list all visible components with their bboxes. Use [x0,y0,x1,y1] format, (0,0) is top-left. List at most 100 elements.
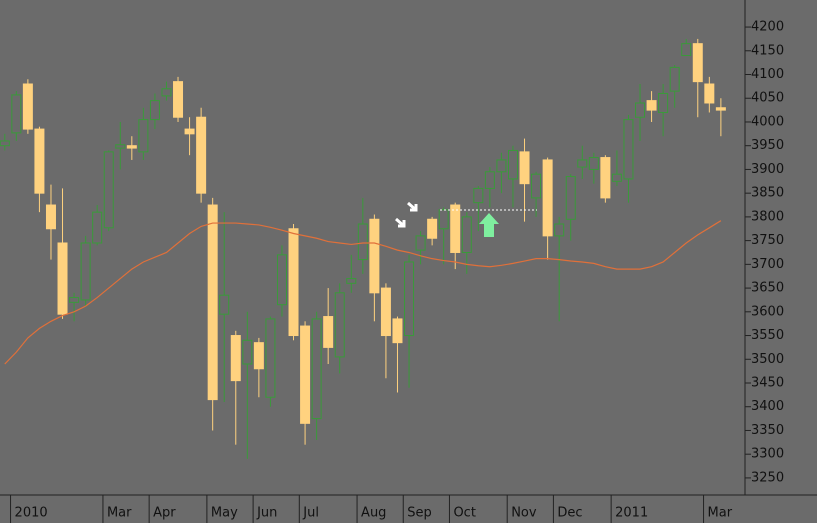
x-tick-label: Oct [453,506,475,521]
y-tick-label: 3350 [751,423,784,438]
candle-body [658,92,669,113]
x-tick-label: May [211,506,238,521]
candle-body [230,335,241,382]
y-tick-label: 3550 [751,328,784,343]
candle-body [531,173,542,199]
candle-body [588,157,599,170]
y-tick-label: 3250 [751,470,784,485]
y-tick-label: 3850 [751,186,784,201]
y-tick-label: 4200 [751,20,784,35]
candle-body [438,209,449,230]
y-tick-label: 3400 [751,399,784,414]
candle-body [461,216,472,253]
y-tick-label: 3500 [751,352,784,367]
candle-body [45,204,56,230]
plot-area [0,38,726,459]
y-tick-label: 3600 [751,304,784,319]
candle-body [542,159,553,237]
candle-body [276,254,287,306]
y-tick-label: 4050 [751,91,784,106]
candle-body [22,83,33,130]
x-tick-label: Jul [302,506,319,521]
x-tick-label: Aug [361,506,386,521]
x-tick-label: Dec [557,506,582,521]
x-tick-label: Mar [708,506,733,521]
x-tick-label: Mar [107,506,132,521]
candle-body [334,292,345,358]
candle-body [149,100,160,121]
candle-body [450,204,461,253]
x-tick-label: Jun [256,506,277,521]
candle-body [219,294,230,315]
candle-body [323,316,334,348]
pointer-arrow [407,201,418,212]
y-tick-label: 3950 [751,138,784,153]
candle-body [635,102,646,118]
candle-body [519,151,530,185]
y-tick-label: 3300 [751,447,784,462]
candle-body [11,94,22,134]
candle-body [207,204,218,401]
candle-body [161,88,172,97]
y-tick-label: 3900 [751,162,784,177]
candle-body [57,242,68,315]
candle-body [357,223,368,261]
pointer-arrow [395,217,406,228]
y-tick-label: 3700 [751,257,784,272]
candle-body [473,187,484,204]
candle-body [34,128,45,194]
candle-body [565,176,576,220]
candle-body [0,140,10,147]
moving-average [4,220,722,365]
y-tick-label: 3650 [751,281,784,296]
y-tick-label: 3450 [751,375,784,390]
candle-body [611,173,622,182]
candle-body [92,211,103,244]
candle-body [496,159,507,173]
candle-body [115,144,126,149]
candle-body [288,228,299,337]
candle-body [577,159,588,168]
candle-body [242,339,253,365]
x-tick-label: Nov [511,506,537,521]
candle-body [715,107,726,111]
candle-body [681,43,692,57]
candle-body [126,145,137,149]
candle-body [80,242,91,301]
candle-body [507,149,518,180]
candle-body [646,100,657,111]
y-tick-label: 4000 [751,114,784,129]
candle-body [253,342,264,370]
candle-body [404,261,415,337]
candle-body [300,325,311,424]
y-tick-label: 3800 [751,209,784,224]
x-tick-label: 2010 [15,506,48,521]
candle-body [392,318,403,344]
candle-body [184,128,195,135]
candle-body [669,66,680,92]
x-tick-label: Sep [407,506,432,521]
candle-body [138,119,149,153]
candle-body [69,297,80,303]
candle-body [704,83,715,104]
candle-body [623,119,634,180]
candle-body [415,235,426,251]
candle-body [484,171,495,189]
candle-body [554,223,565,237]
candle-body [103,151,114,229]
up-arrow [479,213,499,237]
candle-body [692,43,703,83]
x-tick-label: 2011 [615,506,648,521]
candle-body [265,318,276,398]
candle-body [173,81,184,118]
y-tick-label: 4150 [751,43,784,58]
candle-body [380,287,391,337]
candle-body [600,157,611,199]
candle-body [311,318,322,420]
candle-body [427,218,438,239]
candle-body [346,278,357,284]
y-tick-label: 4100 [751,67,784,82]
candle-body [196,116,207,194]
candle-body [369,218,380,294]
